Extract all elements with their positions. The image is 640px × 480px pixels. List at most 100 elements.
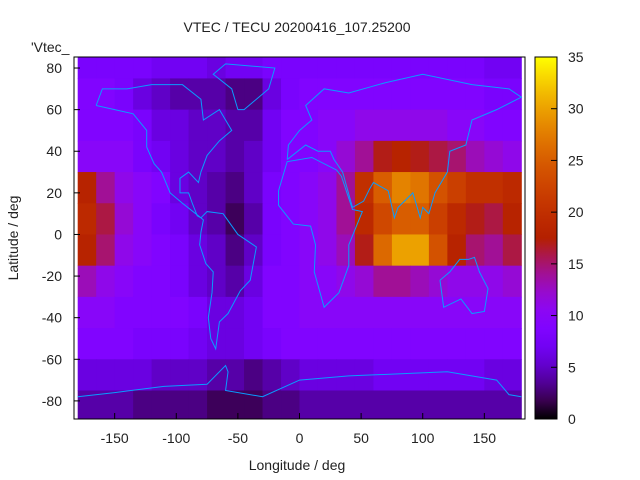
heatmap-cell bbox=[244, 78, 264, 111]
heatmap-cell bbox=[151, 57, 171, 79]
heatmap-cell bbox=[151, 265, 171, 298]
heatmap-cell bbox=[188, 296, 208, 329]
heatmap-cell bbox=[502, 390, 522, 419]
heatmap-cell bbox=[502, 172, 522, 204]
heatmap-cell bbox=[391, 328, 411, 360]
heatmap-cell bbox=[428, 390, 448, 419]
heatmap-cell bbox=[225, 359, 245, 391]
heatmap-cell bbox=[299, 203, 319, 235]
heatmap-cell bbox=[225, 78, 245, 111]
heatmap-cell bbox=[114, 172, 134, 204]
heatmap-cell bbox=[151, 140, 171, 173]
heatmap-cell bbox=[133, 359, 153, 391]
heatmap-cell bbox=[262, 78, 282, 111]
heatmap-cell bbox=[299, 234, 319, 267]
y-tick-label: -40 bbox=[42, 310, 62, 326]
heatmap-cell bbox=[373, 265, 393, 298]
heatmap-cell bbox=[281, 265, 300, 298]
heatmap-cell bbox=[317, 172, 337, 204]
heatmap-cell bbox=[410, 390, 430, 419]
x-tick-label: -150 bbox=[101, 430, 129, 446]
heatmap-cell bbox=[151, 328, 171, 360]
heatmap-cell bbox=[188, 390, 208, 419]
heatmap-cell bbox=[465, 109, 485, 142]
heatmap-cell bbox=[244, 296, 264, 329]
heatmap-cell bbox=[484, 172, 504, 204]
heatmap-cell bbox=[77, 78, 97, 111]
heatmap-cell bbox=[299, 328, 319, 360]
heatmap-cell bbox=[281, 359, 300, 391]
x-tick-label: 100 bbox=[411, 430, 435, 446]
colorbar-tick-label: 0 bbox=[568, 411, 576, 427]
heatmap-cell bbox=[133, 265, 153, 298]
heatmap-cell bbox=[447, 234, 467, 267]
y-tick-label: -20 bbox=[42, 268, 62, 284]
heatmap-cell bbox=[336, 203, 356, 235]
coastline bbox=[95, 84, 233, 219]
heatmap-cell bbox=[502, 328, 522, 360]
heatmap-cell bbox=[262, 109, 282, 142]
heatmap-cell bbox=[188, 172, 208, 204]
y-tick-label: -80 bbox=[42, 393, 62, 409]
heatmap-cell bbox=[133, 140, 153, 173]
heatmap-cell bbox=[225, 57, 245, 79]
heatmap-cell bbox=[151, 296, 171, 329]
y-tick-label: -60 bbox=[42, 351, 62, 367]
heatmap-cell bbox=[410, 203, 430, 235]
colorbar-tick-label: 35 bbox=[568, 49, 584, 65]
heatmap-cell bbox=[391, 265, 411, 298]
heatmap-cell bbox=[502, 109, 522, 142]
heatmap-cell bbox=[262, 234, 282, 267]
heatmap-cell bbox=[170, 57, 190, 79]
heatmap-cell bbox=[77, 109, 97, 142]
colorbar-tick-label: 25 bbox=[568, 152, 584, 168]
heatmap-cell bbox=[188, 109, 208, 142]
heatmap-cell bbox=[317, 390, 337, 419]
x-tick-label: 50 bbox=[353, 430, 369, 446]
heatmap-cell bbox=[114, 57, 134, 79]
heatmap-cell bbox=[114, 109, 134, 142]
chart-title: VTEC / TECU 20200416_107.25200 bbox=[183, 19, 410, 35]
heatmap-cell bbox=[447, 359, 467, 391]
heatmap-cell bbox=[188, 57, 208, 79]
heatmap-cell bbox=[465, 328, 485, 360]
coastline bbox=[439, 256, 489, 315]
heatmap-cell bbox=[373, 359, 393, 391]
heatmap-cell bbox=[317, 328, 337, 360]
coastlines bbox=[77, 63, 523, 398]
heatmap-cell bbox=[484, 234, 504, 267]
y-axis-ticks: -80 -60 -40 -20 0 20 40 60 80 bbox=[42, 60, 80, 409]
heatmap-cells bbox=[77, 57, 522, 419]
heatmap-cell bbox=[262, 390, 282, 419]
heatmap-cell bbox=[133, 172, 153, 204]
y-tick-label: 40 bbox=[46, 143, 62, 159]
heatmap-cell bbox=[114, 359, 134, 391]
heatmap-cell bbox=[484, 328, 504, 360]
heatmap-cell bbox=[373, 57, 393, 79]
heatmap-cell bbox=[207, 57, 227, 79]
heatmap-cell bbox=[502, 296, 522, 329]
heatmap-cell bbox=[244, 203, 264, 235]
heatmap-cell bbox=[447, 203, 467, 235]
heatmap-cell bbox=[77, 296, 97, 329]
coastline bbox=[278, 156, 364, 309]
heatmap-cell bbox=[207, 140, 227, 173]
heatmap-cell bbox=[299, 265, 319, 298]
heatmap-cell bbox=[96, 234, 116, 267]
heatmap-cell bbox=[447, 296, 467, 329]
heatmap-cell bbox=[114, 265, 134, 298]
heatmap-cell bbox=[373, 78, 393, 111]
heatmap-cell bbox=[373, 328, 393, 360]
heatmap-cell bbox=[151, 203, 171, 235]
heatmap-cell bbox=[170, 296, 190, 329]
heatmap-cell bbox=[225, 109, 245, 142]
heatmap-cell bbox=[465, 78, 485, 111]
heatmap-cell bbox=[373, 140, 393, 173]
heatmap-cell bbox=[207, 234, 227, 267]
heatmap-cell bbox=[502, 57, 522, 79]
heatmap-cell bbox=[428, 296, 448, 329]
heatmap-cell bbox=[428, 78, 448, 111]
heatmap-cell bbox=[244, 109, 264, 142]
heatmap-cell bbox=[354, 203, 374, 235]
